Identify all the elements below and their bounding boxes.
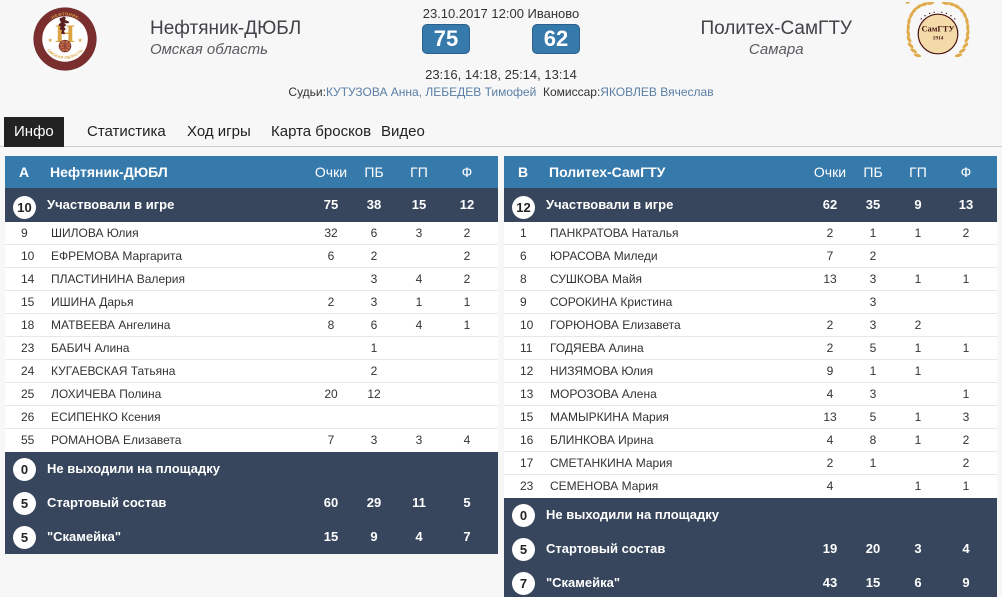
svg-text:1914: 1914: [933, 35, 944, 41]
svg-text:★: ★: [78, 37, 83, 44]
svg-text:СамГТУ: СамГТУ: [921, 25, 954, 34]
svg-text:★: ★: [48, 37, 53, 44]
